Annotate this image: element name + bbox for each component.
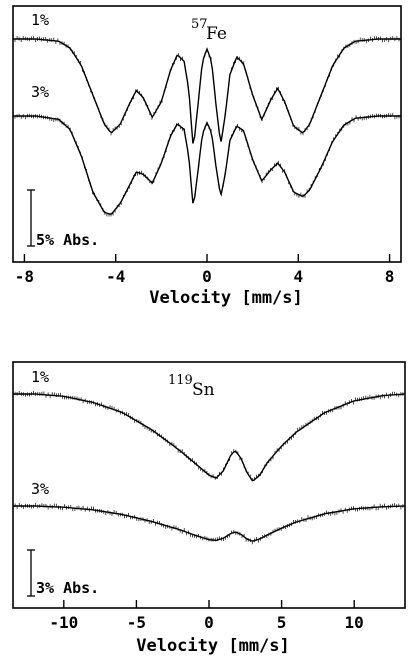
sn119-panel: -10 -5 0 5 10 119 Sn 1% 3% 3% Abs. Velocity …: [12, 361, 406, 656]
sn119-data-points-1pct: [12, 390, 406, 482]
fe57-x-tick-label: -4: [106, 267, 125, 286]
fe57-plot-frame: [12, 5, 402, 263]
sn119-x-tick-label: 10: [345, 613, 364, 632]
sn119-fit-line-3pct: [13, 505, 406, 542]
fe57-isotope-symbol: Fe: [206, 24, 227, 44]
sn119-isotope-mass: 119: [168, 373, 193, 388]
fe57-fit-line-3pct: [13, 115, 401, 215]
sn119-x-axis-label: Velocity [mm/s]: [136, 636, 290, 656]
fe57-series-label-3pct: 3%: [31, 83, 49, 101]
sn119-x-tick-label: -10: [49, 613, 78, 632]
fe57-x-axis-label: Velocity [mm/s]: [149, 288, 303, 308]
fe57-isotope-mass: 57: [191, 17, 208, 32]
sn119-x-tick-label: 5: [277, 613, 287, 632]
sn119-series-label-3pct: 3%: [31, 480, 49, 498]
sn119-x-ticks: -10 -5 0 5 10: [49, 600, 364, 632]
sn119-x-tick-label: 0: [204, 613, 214, 632]
sn119-isotope-symbol: Sn: [192, 380, 215, 400]
fe57-x-tick-label: -8: [15, 267, 34, 286]
sn119-x-tick-label: -5: [127, 613, 146, 632]
fe57-x-tick-label: 0: [202, 267, 212, 286]
sn119-fit-line-1pct: [13, 393, 406, 482]
sn119-series-label-1pct: 1%: [31, 368, 49, 386]
fe57-panel: -8 -4 0 4 8 57 Fe 1% 3% 5% Abs. Velocity [mm…: [12, 5, 402, 308]
fe57-scale-bar-label: 5% Abs.: [36, 231, 99, 249]
sn119-scale-bar-label: 3% Abs.: [36, 579, 99, 597]
fe57-data-points-3pct: [12, 112, 402, 217]
fe57-x-tick-label: 4: [293, 267, 303, 286]
sn119-data-points-3pct: [12, 502, 406, 545]
fe57-x-tick-label: 8: [385, 267, 395, 286]
fe57-series-label-1pct: 1%: [31, 11, 49, 29]
fe57-series-group: [12, 35, 402, 217]
fe57-data-points-1pct: [12, 35, 402, 142]
sn119-series-group: [12, 390, 406, 545]
fe57-x-ticks: -8 -4 0 4 8: [15, 254, 395, 286]
